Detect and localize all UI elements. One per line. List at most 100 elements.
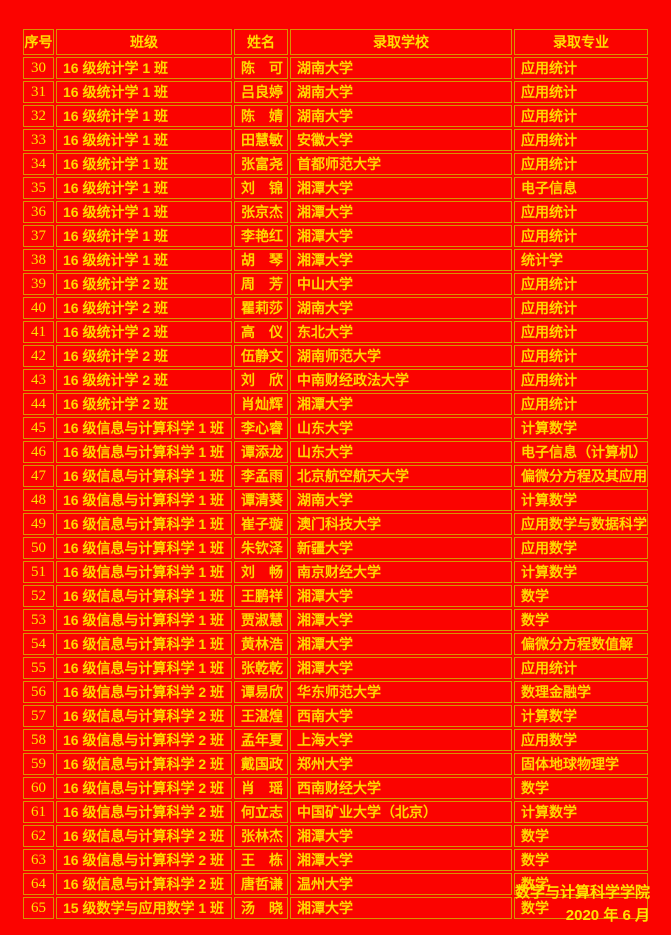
- major-cell: 应用统计: [514, 345, 648, 367]
- name-cell: 朱钦泽: [234, 537, 288, 559]
- major-cell: 应用统计: [514, 225, 648, 247]
- school-cell: 湘潭大学: [290, 393, 512, 415]
- name-cell: 高 仪: [234, 321, 288, 343]
- serial-cell: 50: [23, 537, 54, 559]
- school-cell: 湘潭大学: [290, 177, 512, 199]
- major-cell: 应用统计: [514, 153, 648, 175]
- name-cell: 周 芳: [234, 273, 288, 295]
- serial-cell: 38: [23, 249, 54, 271]
- serial-cell: 33: [23, 129, 54, 151]
- major-cell: 应用统计: [514, 81, 648, 103]
- col-header-major: 录取专业: [514, 29, 648, 55]
- name-cell: 肖灿辉: [234, 393, 288, 415]
- name-cell: 刘 锦: [234, 177, 288, 199]
- name-cell: 谭易欣: [234, 681, 288, 703]
- school-cell: 华东师范大学: [290, 681, 512, 703]
- major-cell: 数学: [514, 873, 648, 895]
- name-cell: 胡 琴: [234, 249, 288, 271]
- name-cell: 瞿莉莎: [234, 297, 288, 319]
- col-header-school: 录取学校: [290, 29, 512, 55]
- serial-cell: 30: [23, 57, 54, 79]
- class-cell: 16 级统计学 1 班: [56, 81, 232, 103]
- name-cell: 张乾乾: [234, 657, 288, 679]
- class-cell: 16 级信息与计算科学 2 班: [56, 777, 232, 799]
- school-cell: 湘潭大学: [290, 609, 512, 631]
- name-cell: 谭添龙: [234, 441, 288, 463]
- class-cell: 16 级信息与计算科学 2 班: [56, 873, 232, 895]
- class-cell: 16 级信息与计算科学 1 班: [56, 657, 232, 679]
- major-cell: 应用统计: [514, 369, 648, 391]
- major-cell: 应用统计: [514, 393, 648, 415]
- school-cell: 北京航空航天大学: [290, 465, 512, 487]
- school-cell: 西南财经大学: [290, 777, 512, 799]
- name-cell: 李孟雨: [234, 465, 288, 487]
- table-row: 63 16 级信息与计算科学 2 班王 栋湘潭大学 数学: [23, 849, 648, 871]
- major-cell: 数学: [514, 609, 648, 631]
- class-cell: 16 级信息与计算科学 2 班: [56, 753, 232, 775]
- class-cell: 16 级统计学 1 班: [56, 225, 232, 247]
- name-cell: 陈 可: [234, 57, 288, 79]
- name-cell: 肖 瑶: [234, 777, 288, 799]
- class-cell: 16 级统计学 2 班: [56, 393, 232, 415]
- name-cell: 李艳红: [234, 225, 288, 247]
- major-cell: 应用数学: [514, 729, 648, 751]
- table-row: 65 15 级数学与应用数学 1 班汤 晓湘潭大学 数学: [23, 897, 648, 919]
- class-cell: 16 级信息与计算科学 2 班: [56, 801, 232, 823]
- serial-cell: 43: [23, 369, 54, 391]
- major-cell: 应用统计: [514, 201, 648, 223]
- school-cell: 南京财经大学: [290, 561, 512, 583]
- table-row: 38 16 级统计学 1 班胡 琴湘潭大学 统计学: [23, 249, 648, 271]
- serial-cell: 65: [23, 897, 54, 919]
- name-cell: 孟年夏: [234, 729, 288, 751]
- table-row: 37 16 级统计学 1 班李艳红 湘潭大学 应用统计: [23, 225, 648, 247]
- class-cell: 16 级信息与计算科学 1 班: [56, 441, 232, 463]
- school-cell: 中国矿业大学（北京）: [290, 801, 512, 823]
- class-cell: 16 级信息与计算科学 2 班: [56, 705, 232, 727]
- serial-cell: 64: [23, 873, 54, 895]
- school-cell: 新疆大学: [290, 537, 512, 559]
- serial-cell: 62: [23, 825, 54, 847]
- table-row: 47 16 级信息与计算科学 1 班李孟雨 北京航空航天大学 偏微分方程及其应用: [23, 465, 648, 487]
- col-header-class: 班级: [56, 29, 232, 55]
- table-row: 58 16 级信息与计算科学 2 班孟年夏 上海大学 应用数学: [23, 729, 648, 751]
- table-row: 42 16 级统计学 2 班伍静文 湖南师范大学 应用统计: [23, 345, 648, 367]
- class-cell: 16 级统计学 2 班: [56, 321, 232, 343]
- table-row: 44 16 级统计学 2 班肖灿辉 湘潭大学 应用统计: [23, 393, 648, 415]
- school-cell: 湘潭大学: [290, 657, 512, 679]
- class-cell: 16 级信息与计算科学 1 班: [56, 609, 232, 631]
- serial-cell: 35: [23, 177, 54, 199]
- name-cell: 张富尧: [234, 153, 288, 175]
- major-cell: 电子信息: [514, 177, 648, 199]
- serial-cell: 37: [23, 225, 54, 247]
- serial-cell: 52: [23, 585, 54, 607]
- table-row: 39 16 级统计学 2 班周 芳中山大学 应用统计: [23, 273, 648, 295]
- serial-cell: 53: [23, 609, 54, 631]
- major-cell: 电子信息（计算机）: [514, 441, 648, 463]
- serial-cell: 34: [23, 153, 54, 175]
- class-cell: 16 级统计学 2 班: [56, 369, 232, 391]
- major-cell: 计算数学: [514, 561, 648, 583]
- major-cell: 应用数学与数据科学: [514, 513, 648, 535]
- table-row: 51 16 级信息与计算科学 1 班刘 畅南京财经大学 计算数学: [23, 561, 648, 583]
- major-cell: 数学: [514, 585, 648, 607]
- major-cell: 计算数学: [514, 489, 648, 511]
- name-cell: 贾淑慧: [234, 609, 288, 631]
- major-cell: 计算数学: [514, 705, 648, 727]
- school-cell: 山东大学: [290, 441, 512, 463]
- major-cell: 计算数学: [514, 801, 648, 823]
- class-cell: 16 级信息与计算科学 1 班: [56, 585, 232, 607]
- school-cell: 西南大学: [290, 705, 512, 727]
- class-cell: 16 级统计学 2 班: [56, 273, 232, 295]
- major-cell: 数学: [514, 897, 648, 919]
- name-cell: 刘 欣: [234, 369, 288, 391]
- class-cell: 16 级信息与计算科学 2 班: [56, 825, 232, 847]
- major-cell: 偏微分方程数值解: [514, 633, 648, 655]
- table-row: 61 16 级信息与计算科学 2 班何立志 中国矿业大学（北京） 计算数学: [23, 801, 648, 823]
- table-row: 55 16 级信息与计算科学 1 班张乾乾 湘潭大学 应用统计: [23, 657, 648, 679]
- table-row: 48 16 级信息与计算科学 1 班谭清葵 湖南大学 计算数学: [23, 489, 648, 511]
- school-cell: 湘潭大学: [290, 225, 512, 247]
- table-row: 49 16 级信息与计算科学 1 班崔子璇 澳门科技大学 应用数学与数据科学: [23, 513, 648, 535]
- class-cell: 16 级信息与计算科学 1 班: [56, 513, 232, 535]
- major-cell: 偏微分方程及其应用: [514, 465, 648, 487]
